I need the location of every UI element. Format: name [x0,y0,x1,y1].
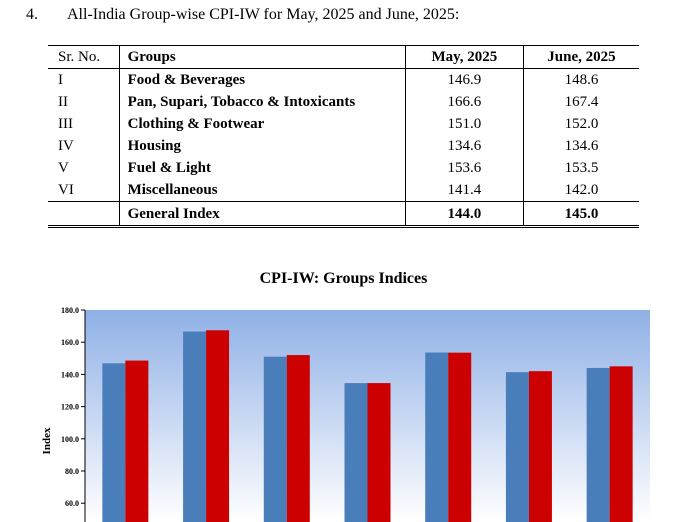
row-sr-no: I [58,72,63,88]
general-index-may: 144.0 [404,201,524,228]
groups-indices-chart: 180.0 160.0 140.0 120.0 100.0 80.0 60.0 Index [41,306,650,522]
row-group-name: Fuel & Light [118,157,406,179]
bar-may-2 [263,356,287,522]
header-groups: Groups [118,45,406,69]
row-may-value: 151.0 [404,113,524,135]
section-heading: 4. All-India Group-wise CPI-IW for May, … [0,6,687,28]
section-number: 4. [26,6,38,23]
header-sr-no: Sr. No. [48,45,120,69]
row-june-value: 153.5 [522,157,639,179]
row-may-value: 153.6 [404,157,524,179]
row-sr-no: VI [58,182,74,198]
bar-june-2 [286,355,310,522]
bar-may-4 [425,352,449,522]
row-group-name: Housing [118,135,406,157]
row-sr-no: III [58,116,73,132]
row-may-value: 134.6 [404,135,524,157]
header-may: May, 2025 [404,45,524,69]
row-group-name: Pan, Supari, Tobacco & Intoxicants [118,91,406,113]
table-row: IV Housing 134.6 134.6 [48,135,639,157]
y-tick-label: 80.0 [65,467,79,476]
bar-may-5 [505,372,529,522]
row-may-value: 141.4 [404,179,524,202]
row-group-name: Food & Beverages [118,68,406,91]
bar-june-3 [367,383,391,522]
table-row: V Fuel & Light 153.6 153.5 [48,157,639,179]
row-june-value: 148.6 [522,68,639,91]
y-tick-label: 120.0 [61,403,79,412]
row-sr-no: V [58,160,69,176]
header-june: June, 2025 [522,45,639,69]
table-row: II Pan, Supari, Tobacco & Intoxicants 166.… [48,91,639,113]
table-row: VI Miscellaneous 141.4 142.0 [48,179,639,202]
bar-may-0 [102,363,126,522]
bar-may-6 [586,367,610,522]
row-sr-no [48,201,120,228]
bar-june-0 [125,360,149,522]
row-june-value: 152.0 [522,113,639,135]
row-group-name: Clothing & Footwear [118,113,406,135]
y-axis-label: Index [41,427,53,454]
general-index-label: General Index [118,201,406,228]
row-june-value: 167.4 [522,91,639,113]
y-tick-label: 100.0 [61,435,79,444]
row-june-value: 142.0 [522,179,639,202]
cpi-table: Sr. No. Groups May, 2025 June, 2025 I Foo… [48,45,639,228]
section-title: All-India Group-wise CPI-IW for May, 202… [67,6,460,23]
bar-may-3 [344,383,368,522]
table-header-row: Sr. No. Groups May, 2025 June, 2025 [48,45,639,69]
y-tick-label: 140.0 [61,370,79,379]
table-row: I Food & Beverages 146.9 148.6 [48,68,639,91]
y-tick-label: 60.0 [65,499,79,508]
bar-may-1 [183,331,207,522]
chart-title: CPI-IW: Groups Indices [259,270,428,287]
table-row: III Clothing & Footwear 151.0 152.0 [48,113,639,135]
row-sr-no: II [58,94,68,110]
general-index-row: General Index 144.0 145.0 [48,201,639,228]
bar-june-4 [448,352,472,522]
general-index-june: 145.0 [522,201,639,228]
y-tick-label: 180.0 [61,306,79,315]
row-group-name: Miscellaneous [118,179,406,202]
bar-june-5 [528,371,552,522]
row-may-value: 146.9 [404,68,524,91]
bar-june-1 [206,330,230,522]
row-may-value: 166.6 [404,91,524,113]
bar-june-6 [609,366,633,522]
row-sr-no: IV [58,138,74,154]
row-june-value: 134.6 [522,135,639,157]
y-tick-label: 160.0 [61,338,79,347]
